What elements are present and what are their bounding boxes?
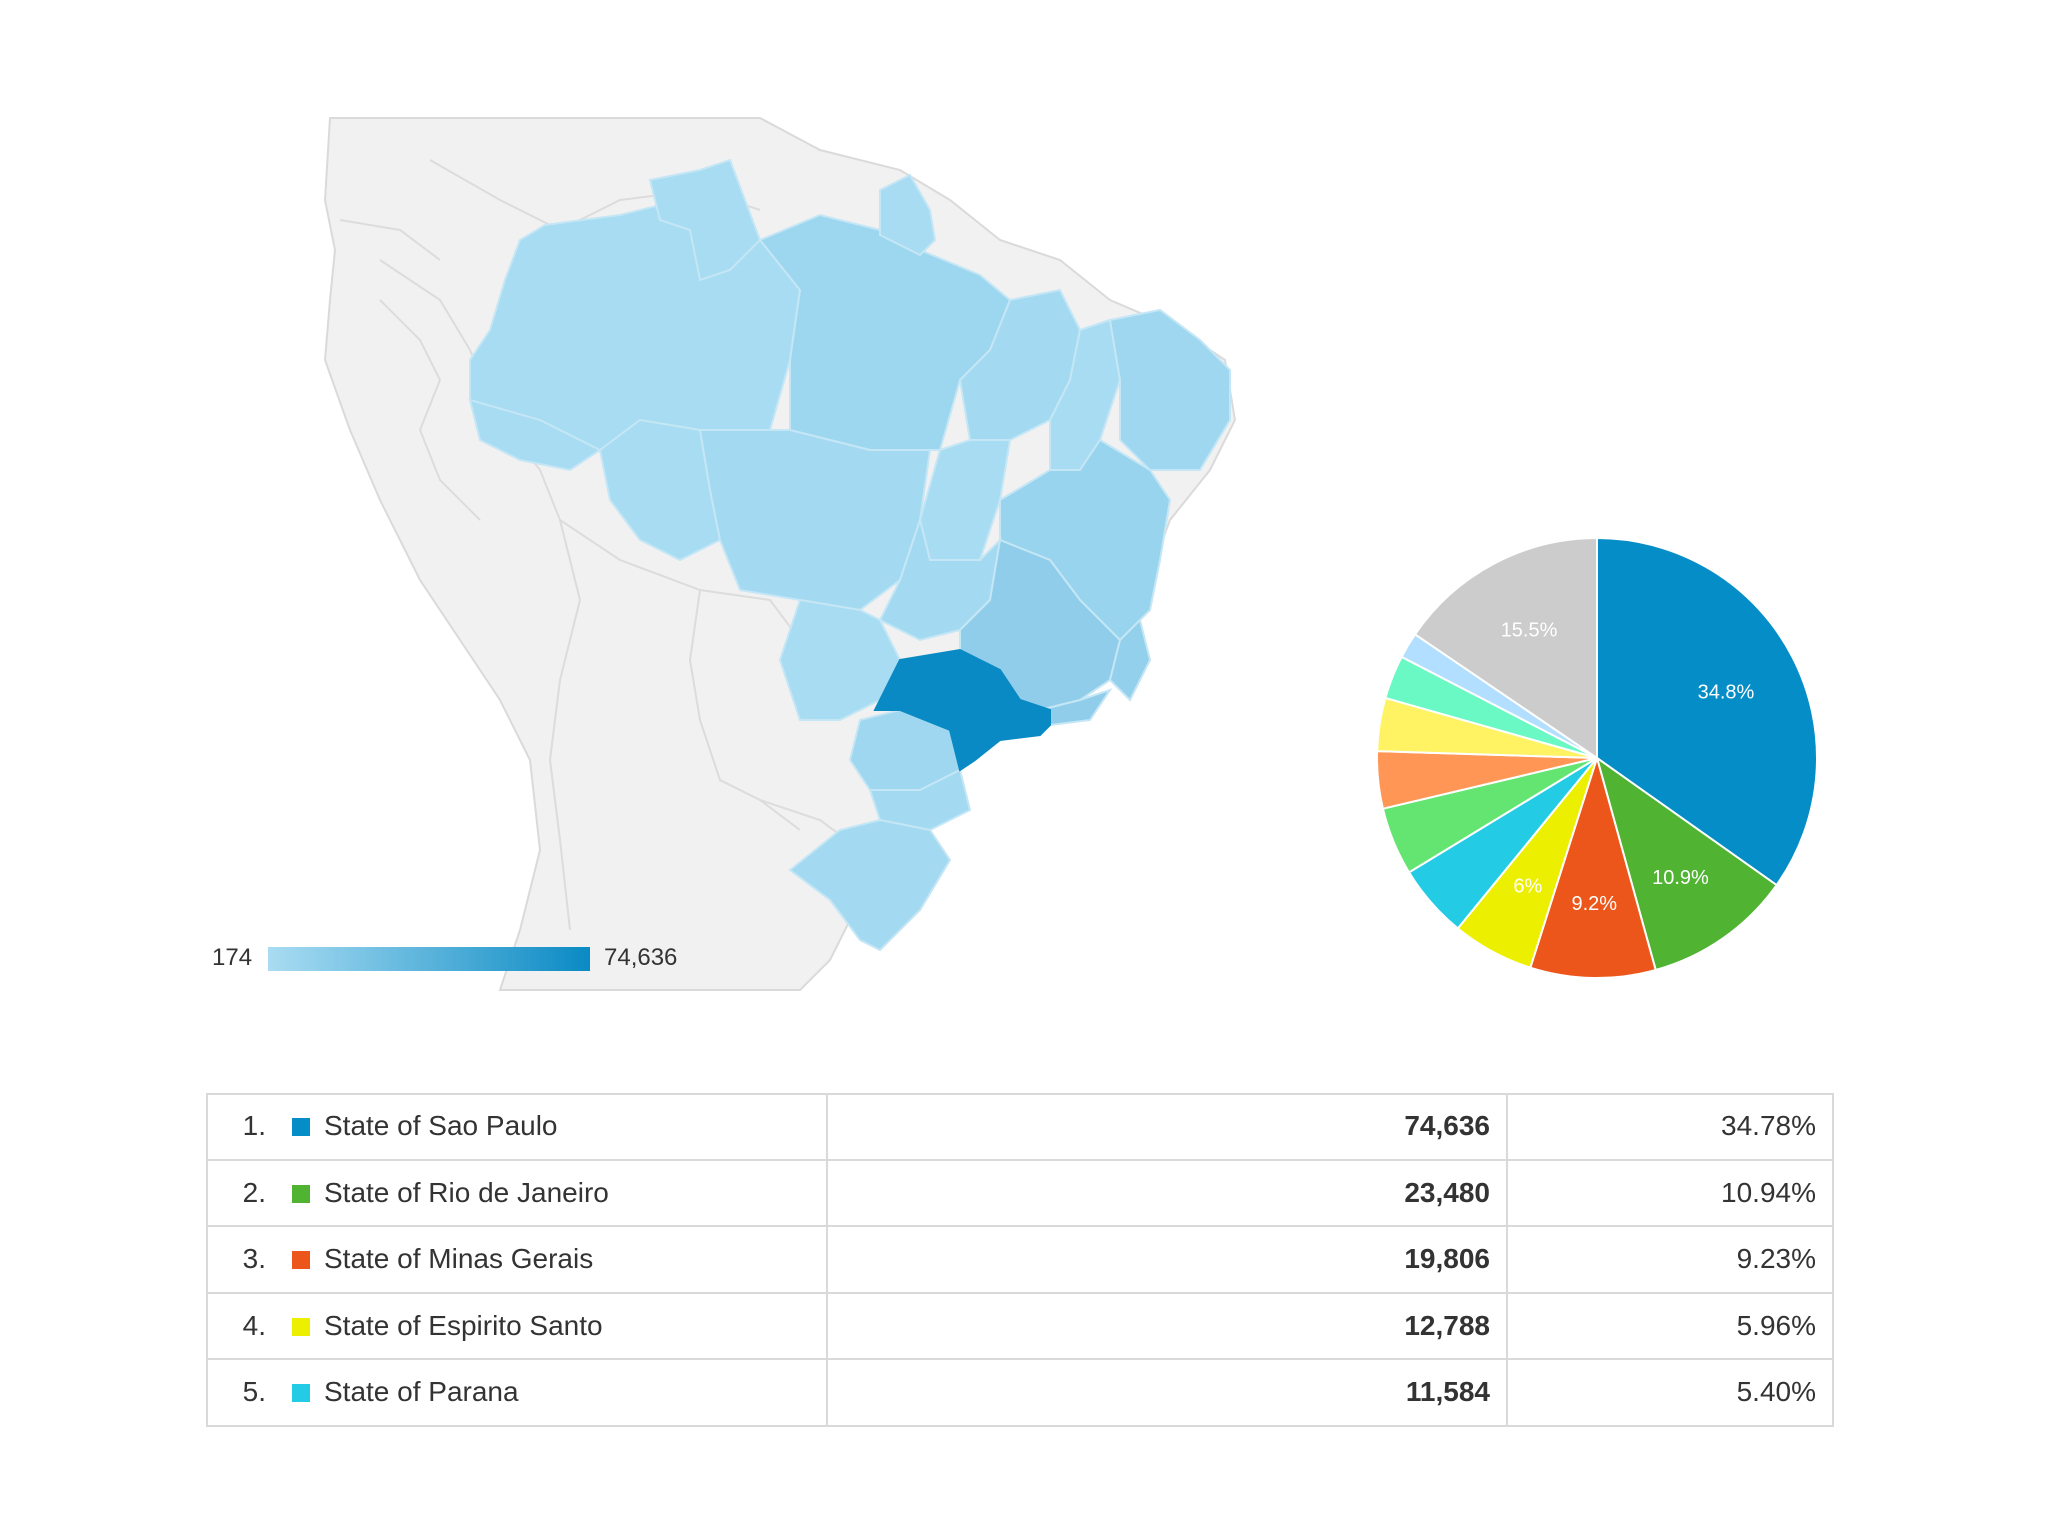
state-mato-grosso (698, 429, 932, 612)
region-name[interactable]: State of Parana (324, 1376, 519, 1408)
pie-slice-label: 10.9% (1652, 867, 1709, 889)
region-name[interactable]: State of Sao Paulo (324, 1109, 558, 1141)
pie-slice (1529, 754, 1657, 979)
pie-slice-label: 15.5% (1501, 620, 1558, 642)
region-name[interactable]: State of Minas Gerais (324, 1243, 594, 1275)
sessions-value: 11,584 (827, 1359, 1508, 1426)
state-amapa (879, 173, 937, 257)
series-color-swatch (292, 1117, 310, 1136)
region-name-cell: 4. State of Espirito Santo (206, 1292, 828, 1359)
state-northeast (1108, 308, 1231, 471)
series-color-swatch (292, 1251, 310, 1270)
sessions-value: 19,806 (827, 1226, 1508, 1293)
state-sao-paulo (873, 648, 1051, 772)
region-name[interactable]: State of Rio de Janeiro (324, 1176, 609, 1208)
row-rank: 4. (242, 1309, 266, 1341)
table-row: 1. State of Sao Paulo 74,636 34.78% (206, 1093, 1834, 1160)
sessions-percent: 5.40% (1507, 1359, 1834, 1426)
state-acre (468, 398, 602, 472)
state-maranhao (958, 288, 1082, 441)
sessions-percent: 5.96% (1507, 1292, 1834, 1359)
table-row: 3. State of Minas Gerais 19,806 9.23% (206, 1226, 1834, 1293)
table-row: 2. State of Rio de Janeiro 23,480 10.94% (206, 1159, 1834, 1226)
table-row: 4. State of Espirito Santo 12,788 5.96% (206, 1292, 1834, 1359)
pie-labels: 34.8% 10.9% 9.2% 6% 15.5% (1501, 620, 1755, 915)
series-color-swatch (292, 1184, 310, 1203)
map-legend-min: 174 (212, 944, 253, 971)
regions-table: 1. State of Sao Paulo 74,636 34.78% 2. State … (206, 1093, 1834, 1427)
state-rio-grande-do-sul (788, 818, 952, 952)
region-name-cell: 2. State of Rio de Janeiro (206, 1159, 828, 1226)
pie-slice-label: 34.8% (1698, 681, 1755, 703)
sessions-percent: 9.23% (1507, 1226, 1834, 1293)
row-rank: 3. (242, 1243, 266, 1275)
table-row: 5. State of Parana 11,584 5.40% (206, 1359, 1834, 1426)
sessions-percent: 10.94% (1507, 1159, 1834, 1226)
pie-slice (1413, 536, 1598, 760)
map-legend-max: 74,636 (604, 944, 678, 971)
row-rank: 1. (242, 1109, 266, 1141)
sessions-value: 74,636 (827, 1093, 1508, 1160)
sessions-value: 23,480 (827, 1159, 1508, 1226)
pie-slice-label: 6% (1513, 876, 1542, 898)
pie-slice (1596, 536, 1818, 887)
row-rank: 5. (242, 1376, 266, 1408)
brazil-states (468, 158, 1231, 952)
map-legend-gradient (268, 947, 590, 971)
state-espirito-santo (1108, 618, 1152, 702)
region-name[interactable]: State of Espirito Santo (324, 1309, 603, 1341)
sessions-percent: 34.78% (1507, 1093, 1834, 1160)
sessions-value: 12,788 (827, 1292, 1508, 1359)
region-name-cell: 3. State of Minas Gerais (206, 1226, 828, 1293)
pie-slices (1376, 536, 1818, 979)
state-roraima (648, 158, 762, 282)
series-color-swatch (292, 1384, 310, 1403)
region-name-cell: 1. State of Sao Paulo (206, 1093, 828, 1160)
pie-slice-label: 9.2% (1571, 893, 1617, 915)
region-name-cell: 5. State of Parana (206, 1359, 828, 1426)
series-color-swatch (292, 1317, 310, 1336)
row-rank: 2. (242, 1176, 266, 1208)
